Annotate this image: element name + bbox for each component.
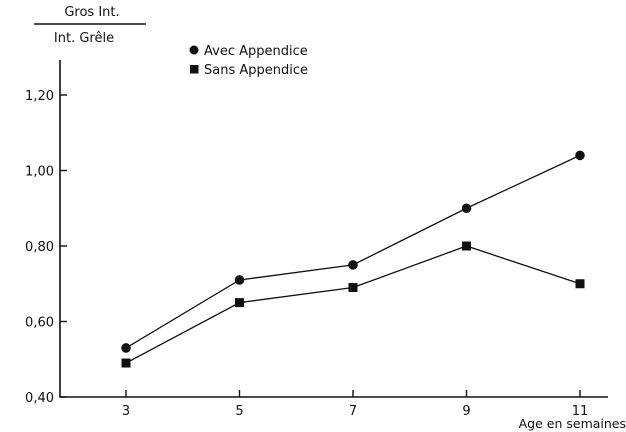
legend-label-sans: Sans Appendice bbox=[204, 63, 308, 78]
x-axis-ticks: 3 5 7 9 11 bbox=[122, 390, 588, 419]
plot-area bbox=[121, 150, 585, 368]
x-tick-label: 5 bbox=[235, 404, 243, 419]
data-point-sans bbox=[235, 298, 244, 308]
y-axis-ticks: 0,40 0,60 0,80 1,00 1,20 bbox=[25, 89, 67, 406]
data-point-avec bbox=[461, 203, 472, 214]
y-axis-title-denominator: Int. Grêle bbox=[54, 31, 114, 46]
data-point-avec bbox=[234, 275, 245, 285]
x-tick-label: 3 bbox=[122, 404, 130, 419]
data-point-avec bbox=[575, 150, 585, 161]
data-point-sans bbox=[121, 358, 131, 368]
x-axis-title: Age en semaines bbox=[519, 416, 626, 431]
data-point-sans bbox=[348, 283, 358, 293]
axes bbox=[59, 60, 608, 398]
y-tick-label: 1,00 bbox=[25, 165, 54, 180]
data-point-avec bbox=[121, 343, 131, 353]
legend-marker-avec bbox=[189, 45, 199, 55]
x-tick-label: 11 bbox=[572, 404, 589, 419]
y-tick-label: 0,40 bbox=[25, 391, 54, 406]
data-point-sans bbox=[575, 279, 585, 289]
data-point-avec bbox=[348, 260, 358, 270]
data-point-sans bbox=[462, 241, 471, 251]
series-line-avec bbox=[125, 154, 581, 349]
y-tick-label: 1,20 bbox=[25, 89, 54, 104]
x-tick-label: 7 bbox=[349, 404, 357, 419]
legend-marker-sans bbox=[190, 65, 199, 74]
legend-label-avec: Avec Appendice bbox=[204, 44, 308, 59]
y-tick-label: 0,80 bbox=[25, 240, 54, 255]
y-axis-title-numerator: Gros Int. bbox=[64, 5, 119, 20]
x-tick-label: 9 bbox=[462, 404, 470, 419]
y-tick-label: 0,60 bbox=[25, 316, 54, 331]
legend: Avec Appendice Sans Appendice bbox=[189, 44, 308, 78]
